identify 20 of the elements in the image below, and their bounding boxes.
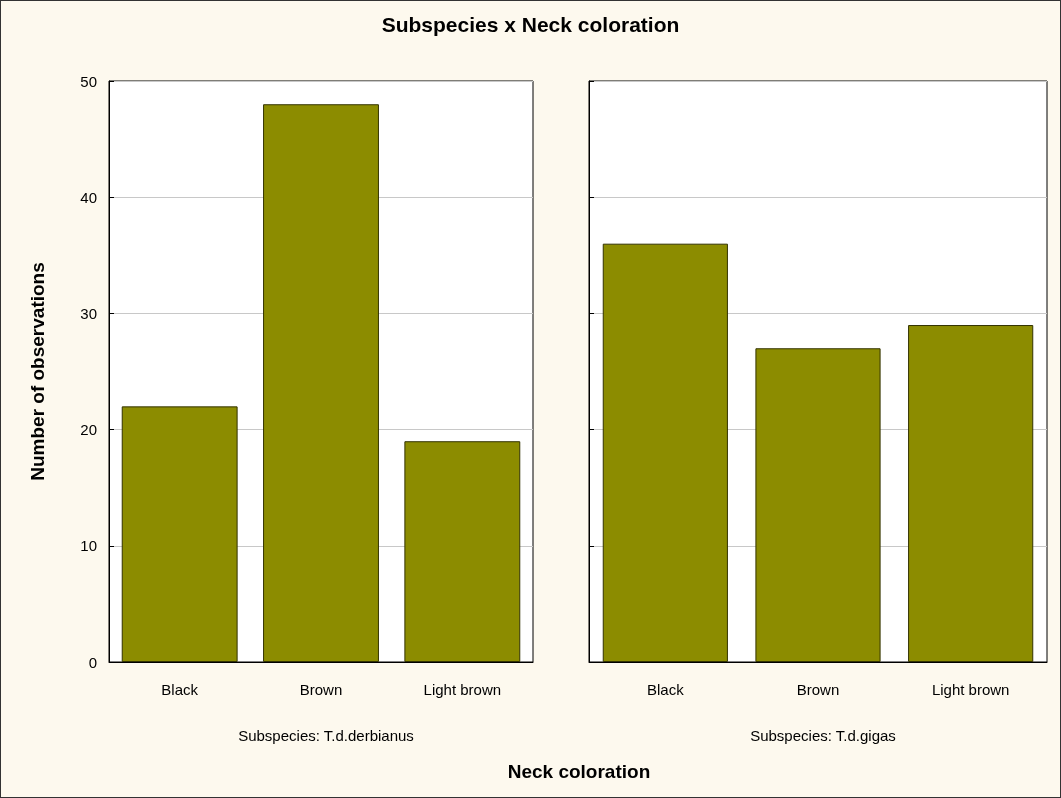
x-tick-label: Light brown: [423, 681, 502, 698]
y-tick-label: 40: [80, 188, 97, 206]
chart-title: Subspecies x Neck coloration: [380, 13, 681, 37]
text: Subspecies: T.d.gigas: [750, 727, 896, 744]
x-tick-label: Light brown: [931, 681, 1010, 698]
x-axis-title: Neck coloration: [506, 761, 652, 783]
y-tick-label: 0: [88, 653, 97, 671]
x-tick-label: Black: [646, 681, 685, 698]
bar: [121, 406, 238, 662]
y-axis-title: Number of observations: [27, 262, 48, 481]
text: Subspecies: T.d.derbianus: [238, 727, 414, 744]
x-tick-label: Black: [161, 681, 199, 698]
x-tick-label: Brown: [796, 681, 840, 698]
bar: [404, 441, 521, 662]
y-tick-label: 30: [80, 304, 97, 322]
y-tick-label: 10: [80, 537, 97, 555]
y-tick-label: 20: [80, 421, 97, 439]
bar: [263, 104, 379, 662]
y-tick-label: 50: [80, 72, 97, 90]
x-tick-label: Brown: [299, 681, 343, 698]
